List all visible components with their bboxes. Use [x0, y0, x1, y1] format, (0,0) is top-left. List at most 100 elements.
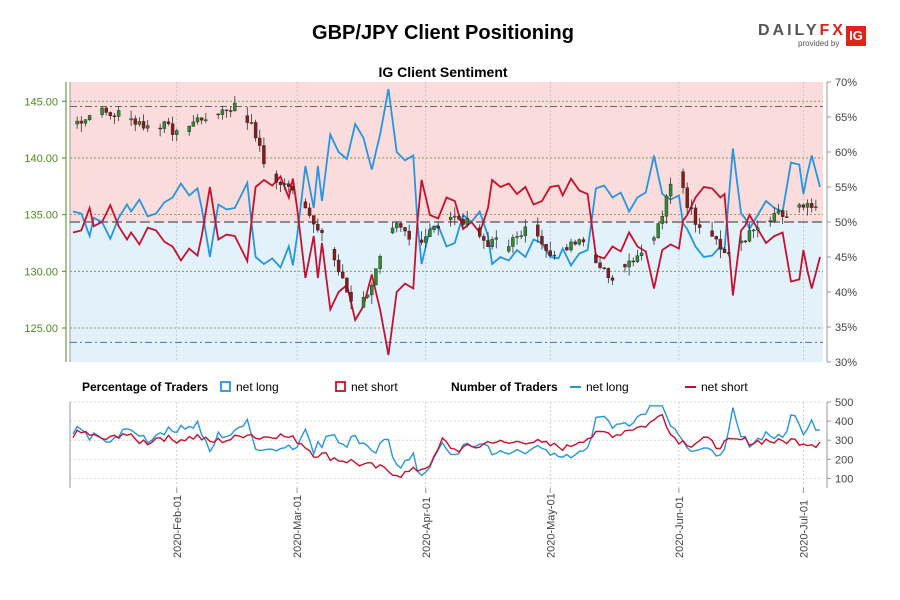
price-candle — [436, 226, 440, 229]
price-candle — [635, 255, 640, 262]
price-candle — [652, 237, 656, 241]
legend-num-short-label: net short — [701, 380, 748, 394]
price-candle — [374, 268, 378, 286]
price-candle — [162, 121, 167, 129]
price-candle — [216, 113, 220, 116]
pct-tick-label: 45% — [835, 252, 857, 264]
price-candle — [365, 294, 370, 298]
pct-tick-label: 40% — [835, 287, 857, 299]
pct-tick-label: 65% — [835, 112, 857, 124]
price-candle — [274, 173, 279, 183]
price-candle — [448, 216, 453, 220]
traders-tick-label: 200 — [835, 454, 853, 466]
price-candle — [316, 223, 320, 231]
price-candle — [424, 236, 428, 243]
price-candle — [573, 241, 577, 245]
logo-wordmark: DAILYFX — [758, 22, 846, 39]
traders-tick-label: 100 — [835, 473, 853, 485]
price-candle — [282, 183, 287, 185]
net-long-percentage-line — [72, 88, 821, 270]
price-candle — [805, 203, 810, 208]
price-candle — [482, 236, 486, 241]
price-candle — [341, 271, 345, 279]
price-candle — [598, 262, 602, 268]
price-candle — [116, 110, 121, 117]
net-short-percentage-line — [72, 174, 821, 356]
price-candle — [145, 125, 150, 129]
price-candle — [668, 183, 673, 197]
pct-tick-label: 60% — [835, 147, 857, 159]
price-candle — [361, 296, 366, 308]
price-candle — [75, 120, 79, 125]
price-candle — [722, 249, 727, 253]
price-candle — [515, 236, 519, 238]
price-candle — [631, 260, 635, 263]
price-candle — [739, 240, 743, 243]
price-candle — [378, 256, 382, 269]
price-candle — [349, 292, 353, 302]
price-candle — [228, 110, 233, 112]
price-candle — [204, 119, 208, 121]
price-candle — [656, 223, 660, 238]
price-candle — [710, 230, 714, 237]
price-candle — [137, 121, 142, 125]
short-zone-band — [70, 82, 823, 222]
legend-pct-long-swatch — [220, 381, 231, 392]
date-tick-label: 2020-Apr-01 — [421, 497, 433, 558]
chart-subtitle: IG Client Sentiment — [378, 64, 508, 80]
price-candle — [141, 121, 146, 129]
price-candle — [751, 229, 756, 232]
pct-tick-label: 50% — [835, 217, 857, 229]
price-candle — [810, 203, 814, 208]
price-candle — [332, 249, 337, 261]
price-candle — [108, 112, 113, 116]
legend-num-long-label: net long — [586, 380, 629, 394]
price-candle — [428, 229, 432, 237]
price-candle — [693, 207, 698, 225]
pct-tick-label: 30% — [835, 357, 857, 369]
price-candle — [623, 264, 627, 268]
ig-logo-badge: IG — [846, 26, 866, 46]
price-candle — [253, 122, 258, 139]
price-candle — [79, 120, 84, 124]
price-candle — [320, 229, 324, 233]
price-candle — [465, 217, 469, 225]
price-candle — [490, 239, 494, 247]
price-tick-label: 135.00 — [24, 210, 58, 222]
price-candle — [133, 118, 137, 125]
price-candle — [697, 224, 702, 228]
price-candle — [104, 107, 108, 113]
pct-tick-label: 35% — [835, 322, 857, 334]
price-candle — [478, 227, 482, 237]
price-candle — [714, 236, 718, 240]
price-candle — [395, 223, 399, 229]
price-candle — [166, 121, 171, 124]
date-tick-label: 2020-Jul-01 — [798, 500, 810, 558]
price-candle — [718, 238, 723, 250]
price-candle — [83, 119, 88, 124]
price-candle — [187, 126, 191, 132]
price-candle — [780, 210, 785, 217]
price-candle — [507, 246, 511, 252]
logo-provided-by: provided by — [798, 39, 840, 48]
price-candle — [390, 227, 395, 234]
traders-tick-label: 400 — [835, 416, 853, 428]
price-candle — [453, 215, 457, 218]
price-candle — [199, 117, 204, 121]
price-candle — [536, 224, 540, 237]
price-candle — [743, 240, 747, 243]
price-candle — [129, 118, 133, 121]
price-candle — [195, 117, 200, 123]
price-candle — [602, 267, 606, 269]
price-candle — [486, 240, 490, 247]
pct-tick-label: 55% — [835, 182, 857, 194]
price-candle — [312, 215, 316, 225]
traders-tick-label: 300 — [835, 435, 853, 447]
price-candle — [689, 207, 694, 209]
legend-pct-short-swatch — [335, 381, 346, 392]
dailyfx-logo: DAILYFX provided by IG — [758, 22, 870, 48]
price-candle — [220, 109, 225, 115]
price-candle — [606, 268, 611, 279]
price-candle — [511, 237, 515, 247]
price-candle — [291, 186, 295, 191]
